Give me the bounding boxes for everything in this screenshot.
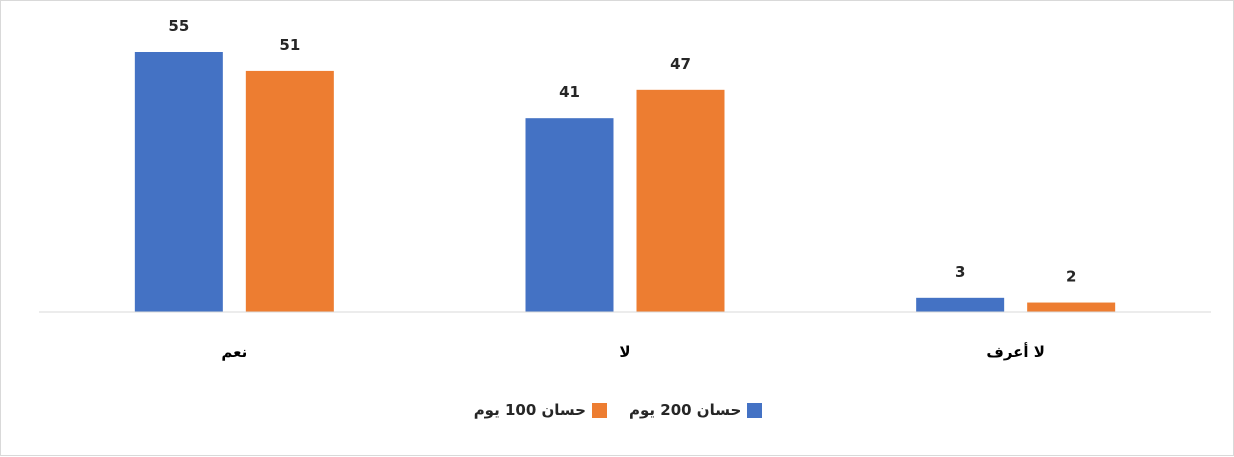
bar-2-series-1 — [525, 118, 614, 312]
bar-2-series-2 — [636, 89, 725, 313]
category-label-2: لا — [619, 343, 630, 361]
data-label-1-series-2: 51 — [279, 36, 300, 54]
data-label-3-series-1: 3 — [955, 263, 965, 281]
legend-label-series-2: حسان 100 يوم — [473, 401, 586, 419]
bar-1-series-2 — [245, 70, 334, 312]
bar-3-series-2 — [1027, 302, 1116, 312]
bar-1-series-1 — [134, 52, 223, 312]
data-label-3-series-2: 2 — [1066, 268, 1076, 286]
labels-layer: 55 51 نعم 41 47 لا 3 2 لا أعرف — [168, 17, 1076, 361]
legend-item-series-1: حسان 200 يوم — [629, 401, 763, 419]
bar-3-series-1 — [916, 297, 1005, 312]
data-label-2-series-1: 41 — [559, 83, 580, 101]
legend-swatch-series-2 — [592, 402, 607, 418]
data-label-2-series-2: 47 — [670, 55, 691, 73]
legend: حسان 200 يوم حسان 100 يوم — [1, 401, 1234, 419]
category-label-3: لا أعرف — [986, 342, 1045, 361]
legend-item-series-2: حسان 100 يوم — [474, 401, 607, 419]
legend-swatch-series-1 — [747, 402, 763, 418]
legend-label-series-1: حسان 200 يوم — [629, 401, 742, 419]
bars-layer — [134, 52, 1116, 313]
data-label-1-series-1: 55 — [168, 17, 189, 35]
category-label-1: نعم — [221, 343, 247, 361]
